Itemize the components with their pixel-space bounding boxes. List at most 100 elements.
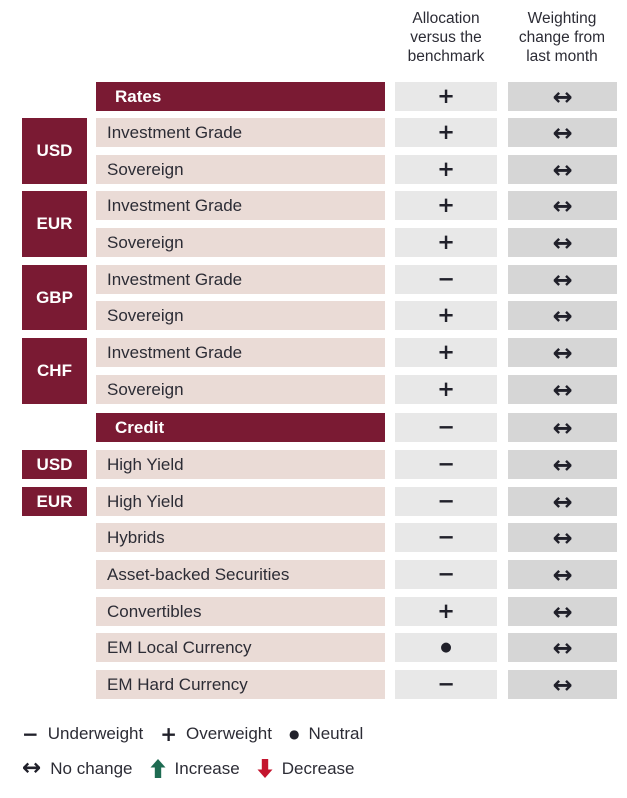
weighting-cell: ↔ (508, 155, 617, 184)
legend-item-neutral: ● Neutral (289, 724, 363, 744)
weighting-cell: ↔ (508, 338, 617, 367)
allocation-cell: − (395, 413, 497, 442)
currency-block-usd-rates: USD (22, 118, 87, 184)
table-row: Sovereign + ↔ (0, 301, 627, 330)
row-label: Investment Grade (96, 265, 385, 294)
increase-arrow-icon (150, 759, 166, 778)
row-label: Sovereign (96, 301, 385, 330)
legend-allocation: − Underweight + Overweight ● Neutral (22, 724, 363, 744)
allocation-cell: + (395, 82, 497, 111)
table-row: Rates + ↔ (0, 82, 627, 111)
currency-block-eur-credit: EUR (22, 487, 87, 516)
column-header-line: Weighting (527, 10, 597, 27)
section-header-credit: Credit (96, 413, 385, 442)
weighting-cell: ↔ (508, 633, 617, 662)
legend-item-no-change: ↔ No change (22, 757, 133, 780)
row-label: High Yield (96, 450, 385, 479)
row-label: Hybrids (96, 523, 385, 552)
decrease-arrow-icon (257, 759, 273, 778)
allocation-cell: + (395, 301, 497, 330)
column-header-line: benchmark (407, 48, 485, 65)
legend-label: Decrease (281, 758, 355, 778)
overweight-plus-icon: + (160, 722, 177, 746)
weighting-cell: ↔ (508, 450, 617, 479)
weighting-cell: ↔ (508, 82, 617, 111)
column-header-allocation: Allocation versus the benchmark (378, 9, 514, 66)
weighting-cell: ↔ (508, 670, 617, 699)
legend-label: Overweight (185, 724, 272, 743)
column-header-line: Allocation (412, 10, 480, 27)
table-row: Investment Grade + ↔ (0, 118, 627, 147)
column-header-line: change from (518, 29, 606, 46)
weighting-cell: ↔ (508, 375, 617, 404)
table-row: Sovereign + ↔ (0, 155, 627, 184)
row-label: Investment Grade (96, 338, 385, 367)
row-label: Sovereign (96, 228, 385, 257)
currency-block-eur-rates: EUR (22, 191, 87, 257)
table-row: Convertibles + ↔ (0, 597, 627, 626)
underweight-minus-icon: − (22, 722, 39, 746)
legend-item-underweight: − Underweight (22, 724, 143, 744)
weighting-cell: ↔ (508, 487, 617, 516)
table-row: EM Local Currency ● ↔ (0, 633, 627, 662)
allocation-cell: + (395, 338, 497, 367)
weighting-cell: ↔ (508, 597, 617, 626)
allocation-cell: + (395, 191, 497, 220)
allocation-cell: + (395, 375, 497, 404)
table-row: High Yield − ↔ (0, 487, 627, 516)
weighting-cell: ↔ (508, 228, 617, 257)
neutral-dot-icon: ● (288, 727, 300, 741)
allocation-cell: − (395, 670, 497, 699)
row-label: Convertibles (96, 597, 385, 626)
table-row: EM Hard Currency − ↔ (0, 670, 627, 699)
allocation-cell: ● (395, 633, 497, 662)
table-row: Investment Grade − ↔ (0, 265, 627, 294)
allocation-cell: + (395, 597, 497, 626)
row-label: Asset-backed Securities (96, 560, 385, 589)
weighting-cell: ↔ (508, 265, 617, 294)
currency-block-gbp-rates: GBP (22, 265, 87, 330)
row-label: EM Hard Currency (96, 670, 385, 699)
weighting-cell: ↔ (508, 560, 617, 589)
row-label: Sovereign (96, 375, 385, 404)
weighting-cell: ↔ (508, 301, 617, 330)
legend-label: Neutral (308, 724, 364, 743)
table-row: High Yield − ↔ (0, 450, 627, 479)
section-header-rates: Rates (96, 82, 385, 111)
currency-block-usd-credit: USD (22, 450, 87, 479)
weighting-cell: ↔ (508, 413, 617, 442)
allocation-cell: + (395, 118, 497, 147)
legend-item-overweight: + Overweight (160, 724, 272, 744)
allocation-cell: − (395, 450, 497, 479)
table-row: Sovereign + ↔ (0, 228, 627, 257)
allocation-cell: − (395, 265, 497, 294)
column-header-line: last month (526, 48, 598, 65)
table-row: Sovereign + ↔ (0, 375, 627, 404)
row-label: High Yield (96, 487, 385, 516)
allocation-cell: + (395, 228, 497, 257)
currency-block-chf-rates: CHF (22, 338, 87, 404)
legend-label: No change (50, 758, 133, 778)
allocation-cell: − (395, 487, 497, 516)
weighting-cell: ↔ (508, 523, 617, 552)
allocation-cell: − (395, 560, 497, 589)
weighting-cell: ↔ (508, 118, 617, 147)
row-label: Investment Grade (96, 191, 385, 220)
legend-label: Increase (174, 758, 240, 778)
weighting-cell: ↔ (508, 191, 617, 220)
table-row: Credit − ↔ (0, 413, 627, 442)
column-header-weighting: Weighting change from last month (496, 9, 627, 66)
legend-item-increase: Increase (150, 759, 240, 779)
table-row: Investment Grade + ↔ (0, 191, 627, 220)
legend-item-decrease: Decrease (257, 758, 355, 779)
row-label: EM Local Currency (96, 633, 385, 662)
legend-label: Underweight (47, 724, 144, 743)
table-row: Hybrids − ↔ (0, 523, 627, 552)
row-label: Investment Grade (96, 118, 385, 147)
allocation-cell: − (395, 523, 497, 552)
table-row: Asset-backed Securities − ↔ (0, 560, 627, 589)
legend-weighting: ↔ No change Increase Decrease (22, 757, 354, 780)
allocation-cell: + (395, 155, 497, 184)
table-row: Investment Grade + ↔ (0, 338, 627, 367)
no-change-arrow-icon: ↔ (22, 755, 42, 781)
